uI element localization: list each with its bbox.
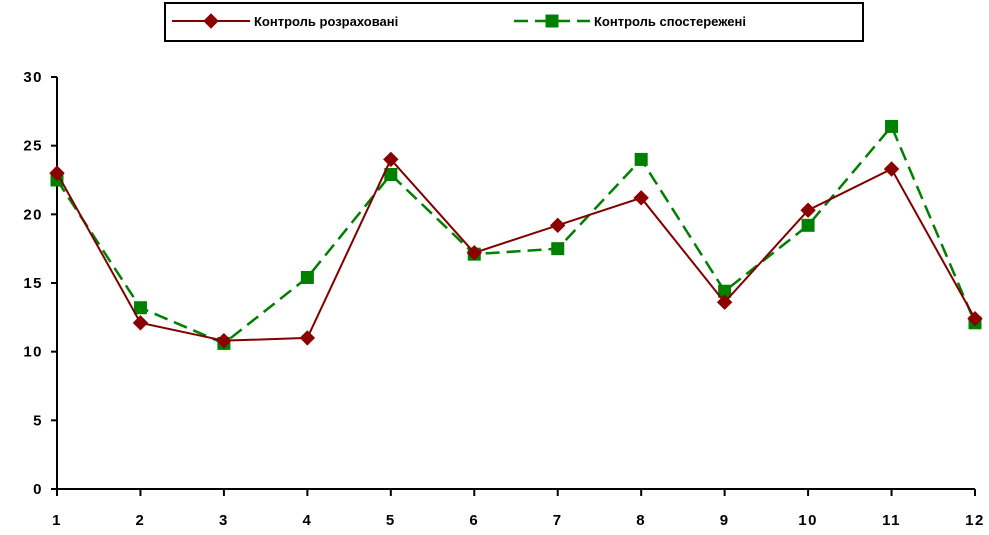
data-point-square [545, 14, 559, 28]
x-tick-label: 4 [302, 512, 312, 529]
x-tick-label: 10 [798, 512, 818, 529]
data-point-diamond [550, 217, 566, 234]
data-point-diamond [716, 294, 733, 310]
data-point-square [801, 218, 815, 232]
data-point-square [300, 271, 314, 285]
legend-item-1: Контроль розраховані [172, 13, 398, 29]
y-tick-label: 10 [23, 344, 43, 361]
legend-label: Контроль спостережені [594, 14, 746, 29]
x-tick-label: 9 [720, 512, 730, 529]
x-tick-label: 11 [882, 512, 901, 529]
data-point-diamond [203, 13, 219, 29]
x-tick-label: 2 [136, 512, 146, 529]
data-point-diamond [466, 245, 482, 261]
data-point-diamond [633, 190, 649, 206]
data-point-square [133, 301, 147, 315]
x-tick-label: 12 [965, 512, 985, 529]
data-point-diamond [49, 165, 65, 181]
series-1 [49, 151, 983, 349]
legend-item-2: Контроль спостережені [514, 14, 746, 29]
data-point-square [885, 119, 899, 133]
data-point-square [551, 242, 565, 256]
y-tick-label: 0 [33, 481, 43, 498]
series-2 [50, 119, 982, 350]
y-tick-label: 30 [23, 69, 43, 86]
series-line [56, 157, 976, 342]
data-point-diamond [299, 330, 316, 346]
data-point-diamond [383, 151, 399, 168]
data-point-diamond [132, 315, 149, 331]
x-tick-label: 6 [469, 512, 479, 529]
series-line [55, 124, 977, 345]
data-point-square [634, 152, 648, 166]
legend: Контроль розраховані Контроль спостережен… [164, 2, 864, 42]
x-tick-label: 7 [553, 512, 563, 529]
data-point-diamond [883, 161, 900, 177]
y-tick-label: 25 [23, 138, 43, 155]
data-point-diamond [967, 310, 983, 327]
x-tick-label: 5 [386, 512, 396, 529]
data-point-diamond [216, 332, 232, 349]
y-tick-label: 20 [23, 206, 43, 223]
data-point-diamond [800, 202, 816, 218]
y-tick-label: 15 [23, 275, 43, 292]
x-tick-label: 3 [219, 512, 229, 529]
x-tick-label: 1 [52, 512, 62, 529]
series-layer [49, 119, 983, 350]
legend-label: Контроль розраховані [254, 14, 398, 29]
y-tick-label: 5 [33, 412, 43, 429]
x-tick-label: 8 [636, 512, 646, 529]
